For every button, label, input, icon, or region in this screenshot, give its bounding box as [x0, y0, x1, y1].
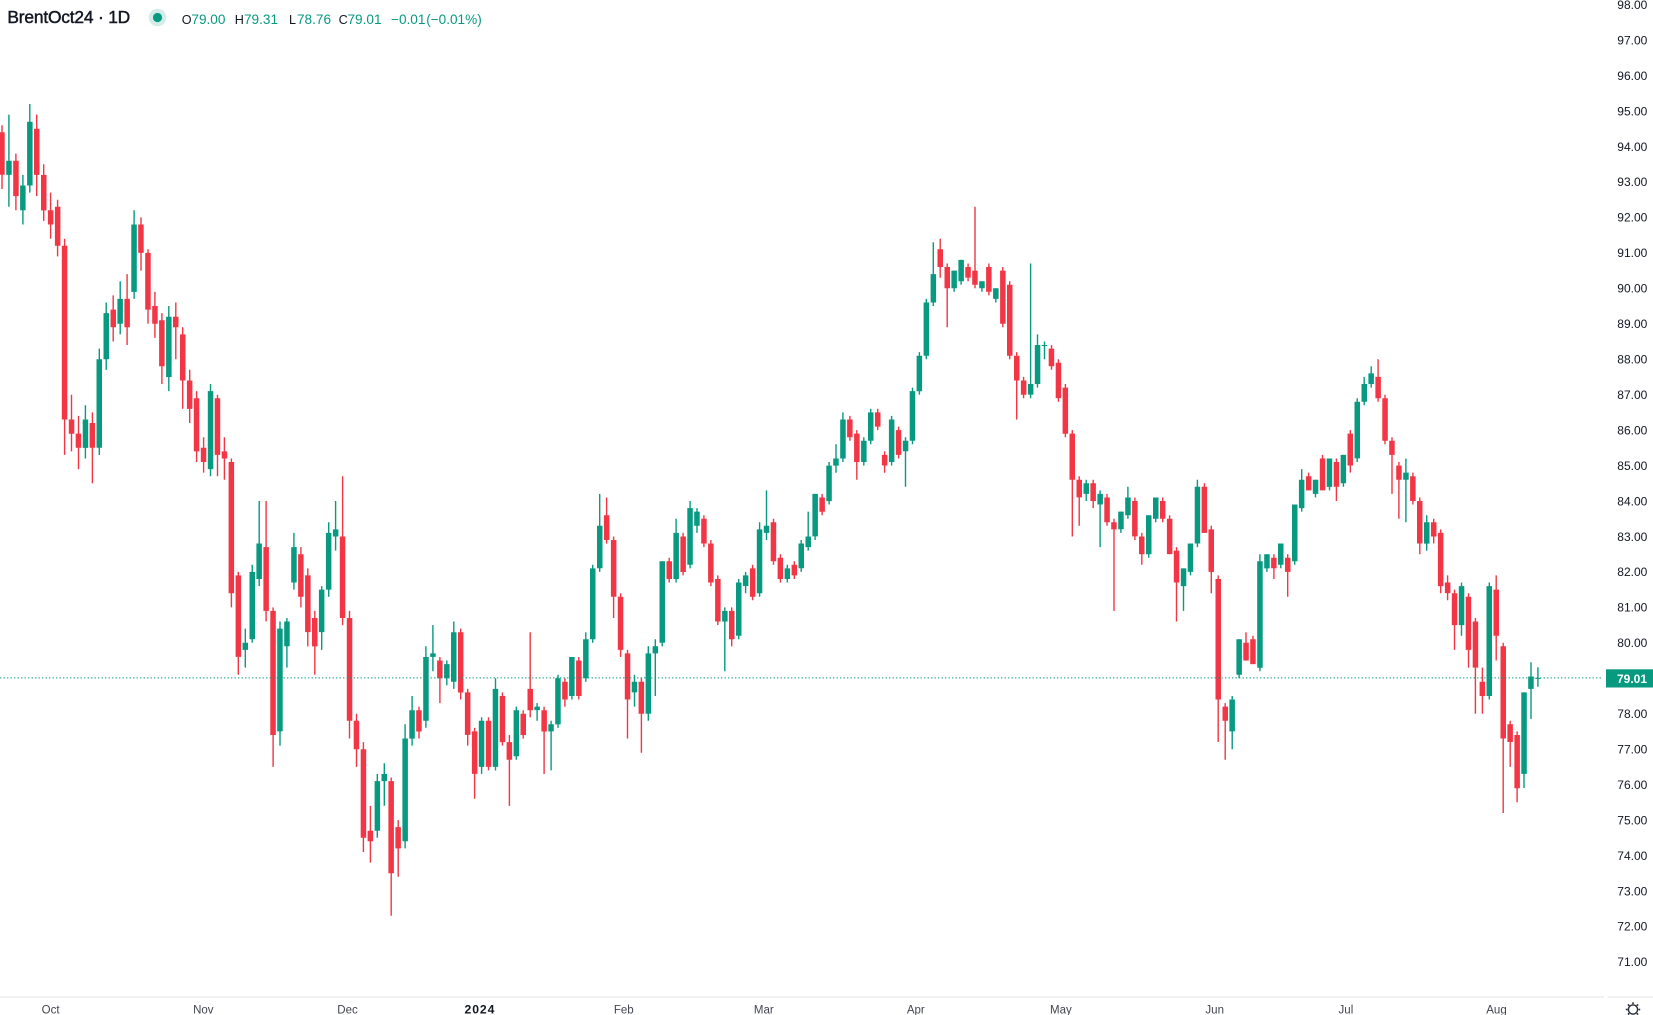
svg-text:72.00: 72.00 — [1617, 920, 1647, 934]
svg-text:May: May — [1050, 1005, 1072, 1015]
svg-text:94.00: 94.00 — [1617, 140, 1647, 154]
svg-text:73.00: 73.00 — [1617, 884, 1647, 898]
svg-text:Aug: Aug — [1486, 1005, 1506, 1015]
svg-text:O: O — [182, 13, 192, 27]
svg-text:71.00: 71.00 — [1617, 955, 1647, 969]
svg-text:Dec: Dec — [337, 1005, 358, 1015]
svg-text:75.00: 75.00 — [1617, 813, 1647, 827]
svg-text:Jun: Jun — [1205, 1005, 1224, 1015]
svg-text:(−0.01%): (−0.01%) — [426, 12, 482, 27]
svg-text:95.00: 95.00 — [1617, 104, 1647, 118]
svg-text:91.00: 91.00 — [1617, 246, 1647, 260]
svg-text:H: H — [235, 13, 244, 27]
svg-text:Apr: Apr — [907, 1005, 925, 1015]
svg-text:74.00: 74.00 — [1617, 849, 1647, 863]
svg-text:86.00: 86.00 — [1617, 423, 1647, 437]
svg-text:77.00: 77.00 — [1617, 743, 1647, 757]
svg-text:82.00: 82.00 — [1617, 565, 1647, 579]
svg-text:79.01: 79.01 — [348, 12, 382, 27]
svg-text:Jul: Jul — [1339, 1005, 1354, 1015]
svg-text:84.00: 84.00 — [1617, 494, 1647, 508]
svg-text:97.00: 97.00 — [1617, 34, 1647, 48]
svg-text:79.01: 79.01 — [1617, 672, 1647, 686]
svg-text:Oct: Oct — [42, 1005, 61, 1015]
svg-text:90.00: 90.00 — [1617, 282, 1647, 296]
svg-text:81.00: 81.00 — [1617, 601, 1647, 615]
svg-text:−0.01: −0.01 — [391, 12, 425, 27]
svg-text:96.00: 96.00 — [1617, 69, 1647, 83]
svg-text:93.00: 93.00 — [1617, 175, 1647, 189]
svg-text:79.00: 79.00 — [191, 12, 225, 27]
svg-text:C: C — [339, 13, 348, 27]
svg-text:78.76: 78.76 — [297, 12, 331, 27]
svg-text:88.00: 88.00 — [1617, 353, 1647, 367]
svg-text:Nov: Nov — [193, 1005, 214, 1015]
svg-text:85.00: 85.00 — [1617, 459, 1647, 473]
svg-text:89.00: 89.00 — [1617, 317, 1647, 331]
svg-text:79.31: 79.31 — [244, 12, 278, 27]
svg-text:Feb: Feb — [614, 1005, 634, 1015]
svg-text:92.00: 92.00 — [1617, 211, 1647, 225]
svg-text:76.00: 76.00 — [1617, 778, 1647, 792]
svg-text:98.00: 98.00 — [1617, 0, 1647, 12]
svg-text:2024: 2024 — [465, 1003, 496, 1015]
svg-text:87.00: 87.00 — [1617, 388, 1647, 402]
svg-text:83.00: 83.00 — [1617, 530, 1647, 544]
svg-text:80.00: 80.00 — [1617, 636, 1647, 650]
svg-text:Mar: Mar — [754, 1005, 774, 1015]
svg-text:78.00: 78.00 — [1617, 707, 1647, 721]
svg-text:BrentOct24 · 1D: BrentOct24 · 1D — [7, 7, 130, 27]
svg-text:L: L — [289, 13, 296, 27]
